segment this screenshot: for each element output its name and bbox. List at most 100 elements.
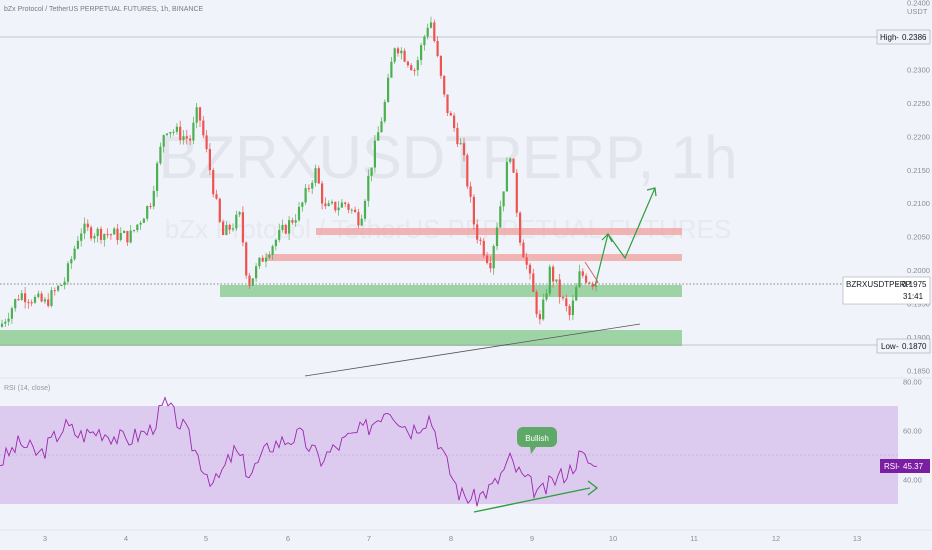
candle-body	[70, 259, 73, 264]
candle	[43, 297, 46, 304]
candle	[103, 233, 106, 247]
candle	[60, 284, 63, 287]
candle	[532, 268, 535, 293]
candle	[192, 116, 195, 145]
candle-body	[486, 255, 489, 263]
low-tag-value: 0.1870	[902, 342, 927, 351]
rsi-line	[0, 396, 597, 507]
candle-body	[591, 283, 594, 287]
projection-path[interactable]	[594, 187, 656, 287]
candle	[238, 210, 241, 217]
trend-line[interactable]	[304, 323, 641, 377]
candle	[535, 289, 538, 318]
candle	[241, 206, 244, 247]
candle-body	[509, 158, 512, 162]
candle	[235, 210, 238, 231]
candle	[317, 165, 320, 184]
bullish-label: Bullish	[525, 434, 549, 443]
bullish-bubble[interactable]	[517, 427, 557, 447]
candle-body	[317, 168, 320, 184]
candle-body	[561, 297, 565, 299]
candle-body	[502, 191, 505, 207]
candle-body	[43, 299, 46, 302]
candle	[548, 264, 551, 297]
current-price-tag	[842, 276, 931, 305]
rsi-tick-label: 40.00	[903, 476, 922, 485]
candle	[70, 256, 73, 269]
candle-body	[274, 239, 277, 247]
candle-body	[228, 224, 231, 230]
candle	[350, 208, 353, 214]
candle	[509, 157, 512, 164]
candle	[528, 262, 532, 280]
price-tick-label: 0.2200	[907, 132, 930, 141]
candle-body	[264, 257, 268, 262]
candle	[198, 106, 202, 128]
divergence-line-rsi[interactable]	[473, 487, 591, 513]
candle	[162, 134, 165, 153]
candle-body	[10, 308, 13, 319]
candle-body	[301, 202, 304, 207]
candle-body	[0, 323, 4, 327]
candle	[291, 217, 294, 225]
candle-body	[119, 233, 122, 241]
candle	[400, 47, 403, 60]
candle-body	[545, 293, 548, 300]
candle	[274, 238, 277, 251]
candle-body	[578, 271, 581, 288]
candle	[222, 219, 225, 236]
price-tick-label: 0.2000	[907, 266, 930, 275]
candle-body	[571, 300, 574, 316]
candle-body	[222, 221, 225, 235]
candle	[245, 241, 248, 279]
candle-body	[27, 302, 30, 304]
small-projection[interactable]	[584, 261, 599, 287]
candle-body	[420, 45, 423, 61]
current-price-symbol: BZRXUSDTPERP	[846, 280, 911, 289]
candle-body	[387, 77, 390, 102]
candle	[208, 143, 211, 175]
candle	[264, 252, 268, 268]
candle-body	[449, 112, 452, 116]
candle	[446, 94, 449, 117]
candle	[377, 126, 380, 141]
candle	[347, 202, 350, 214]
candle	[439, 55, 442, 79]
candle-body	[113, 228, 116, 235]
candle-body	[238, 212, 241, 215]
candle-body	[383, 101, 386, 122]
candle	[129, 224, 132, 244]
candle	[558, 273, 561, 304]
candle-body	[20, 293, 23, 300]
candle-body	[33, 296, 37, 303]
current-price-dash: -	[896, 280, 899, 289]
candle	[284, 223, 287, 235]
candle-body	[350, 209, 353, 211]
candle-body	[215, 194, 218, 199]
candle	[311, 180, 314, 195]
candle	[172, 129, 175, 136]
high-tag	[876, 29, 931, 45]
rsi-tag	[880, 459, 930, 473]
candle	[505, 157, 508, 192]
time-tick-label: 12	[772, 534, 780, 543]
candle	[278, 223, 281, 243]
rsi-tag-label: RSI	[884, 462, 897, 471]
candle-body	[423, 36, 426, 46]
candle-body	[248, 275, 251, 286]
candle-body	[212, 170, 215, 195]
candle-body	[192, 122, 195, 141]
candle	[390, 57, 393, 78]
bullish-bubble-tail	[530, 447, 536, 454]
candle	[116, 223, 119, 245]
candle-body	[585, 275, 588, 283]
candle-body	[370, 167, 373, 176]
candle	[288, 216, 291, 241]
candle-body	[380, 121, 383, 133]
candle	[189, 135, 192, 146]
price-tick-label: 0.1850	[907, 366, 930, 375]
candle	[469, 181, 472, 203]
candle	[552, 264, 555, 288]
